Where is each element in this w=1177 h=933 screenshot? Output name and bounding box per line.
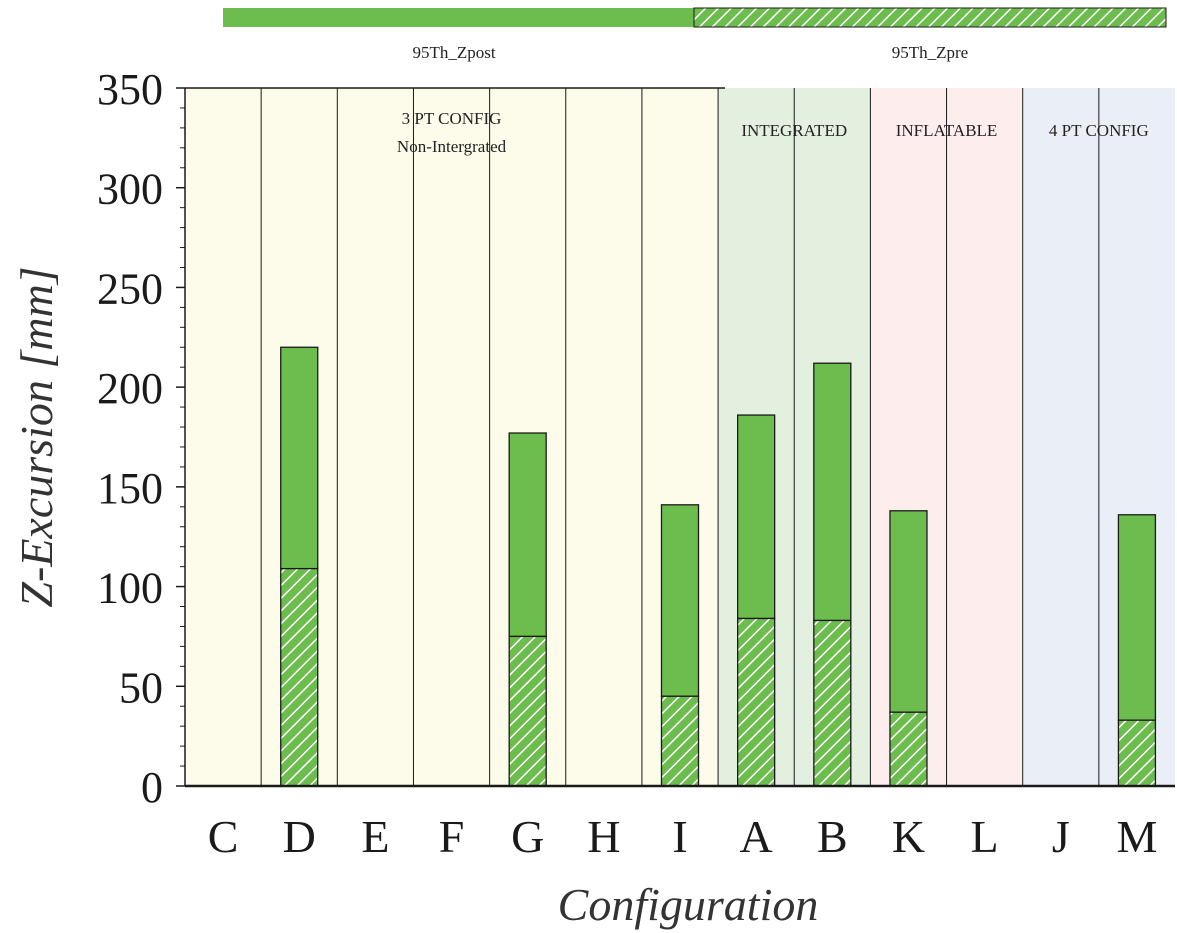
group-label: INFLATABLE [896,121,998,140]
bar-zpost-K [889,510,928,713]
group-panel-0 [185,88,719,786]
bar-zpre-D [280,567,319,787]
bar-zpre-G [508,635,547,787]
x-tick-label: H [587,811,620,862]
group-label: 4 PT CONFIG [1049,121,1149,140]
bar-zpre-B [813,619,852,787]
x-tick-label: J [1052,811,1070,862]
bar-zpost-M [1117,514,1157,721]
y-tick-label: 200 [97,364,163,413]
y-tick-label: 150 [97,464,163,513]
y-tick-label: 300 [97,165,163,214]
y-tick-label: 350 [97,65,163,114]
y-tick-label: 100 [97,564,163,613]
y-tick-label: 50 [119,663,163,712]
bar-zpost-B [813,362,852,622]
y-tick-label: 250 [97,264,163,313]
x-tick-label: A [740,811,773,862]
bar-zpost-I [660,504,700,697]
bar-zpre-M [1117,719,1157,787]
bar-zpre-A [737,617,776,787]
x-tick-label: M [1116,811,1157,862]
legend-swatch-zpost [223,8,694,27]
x-tick-label: F [439,811,465,862]
legend-label-zpost: 95Th_Zpost [412,43,495,62]
x-tick-label: L [971,811,999,862]
bar-zpost-G [508,432,547,638]
bar-zpost-A [737,414,776,620]
y-tick-label: 0 [141,763,163,812]
x-tick-label: D [283,811,316,862]
group-label: INTEGRATED [741,121,847,140]
x-tick-label: G [511,811,544,862]
bar-zpre-I [660,695,700,787]
legend-swatch-zpre [693,7,1167,28]
x-tick-label: K [892,811,925,862]
x-tick-label: B [817,811,848,862]
bar-zpre-K [889,711,928,787]
legend-label-zpre: 95Th_Zpre [892,43,968,62]
x-axis-title: Configuration [558,879,819,930]
y-axis-title: Z-Excursion [mm] [11,266,62,607]
group-label: Non-Intergrated [397,137,507,156]
group-label: 3 PT CONFIG [402,109,502,128]
x-tick-label: I [672,811,687,862]
x-tick-label: E [361,811,389,862]
bar-zpost-D [280,346,319,570]
x-tick-label: C [208,811,239,862]
